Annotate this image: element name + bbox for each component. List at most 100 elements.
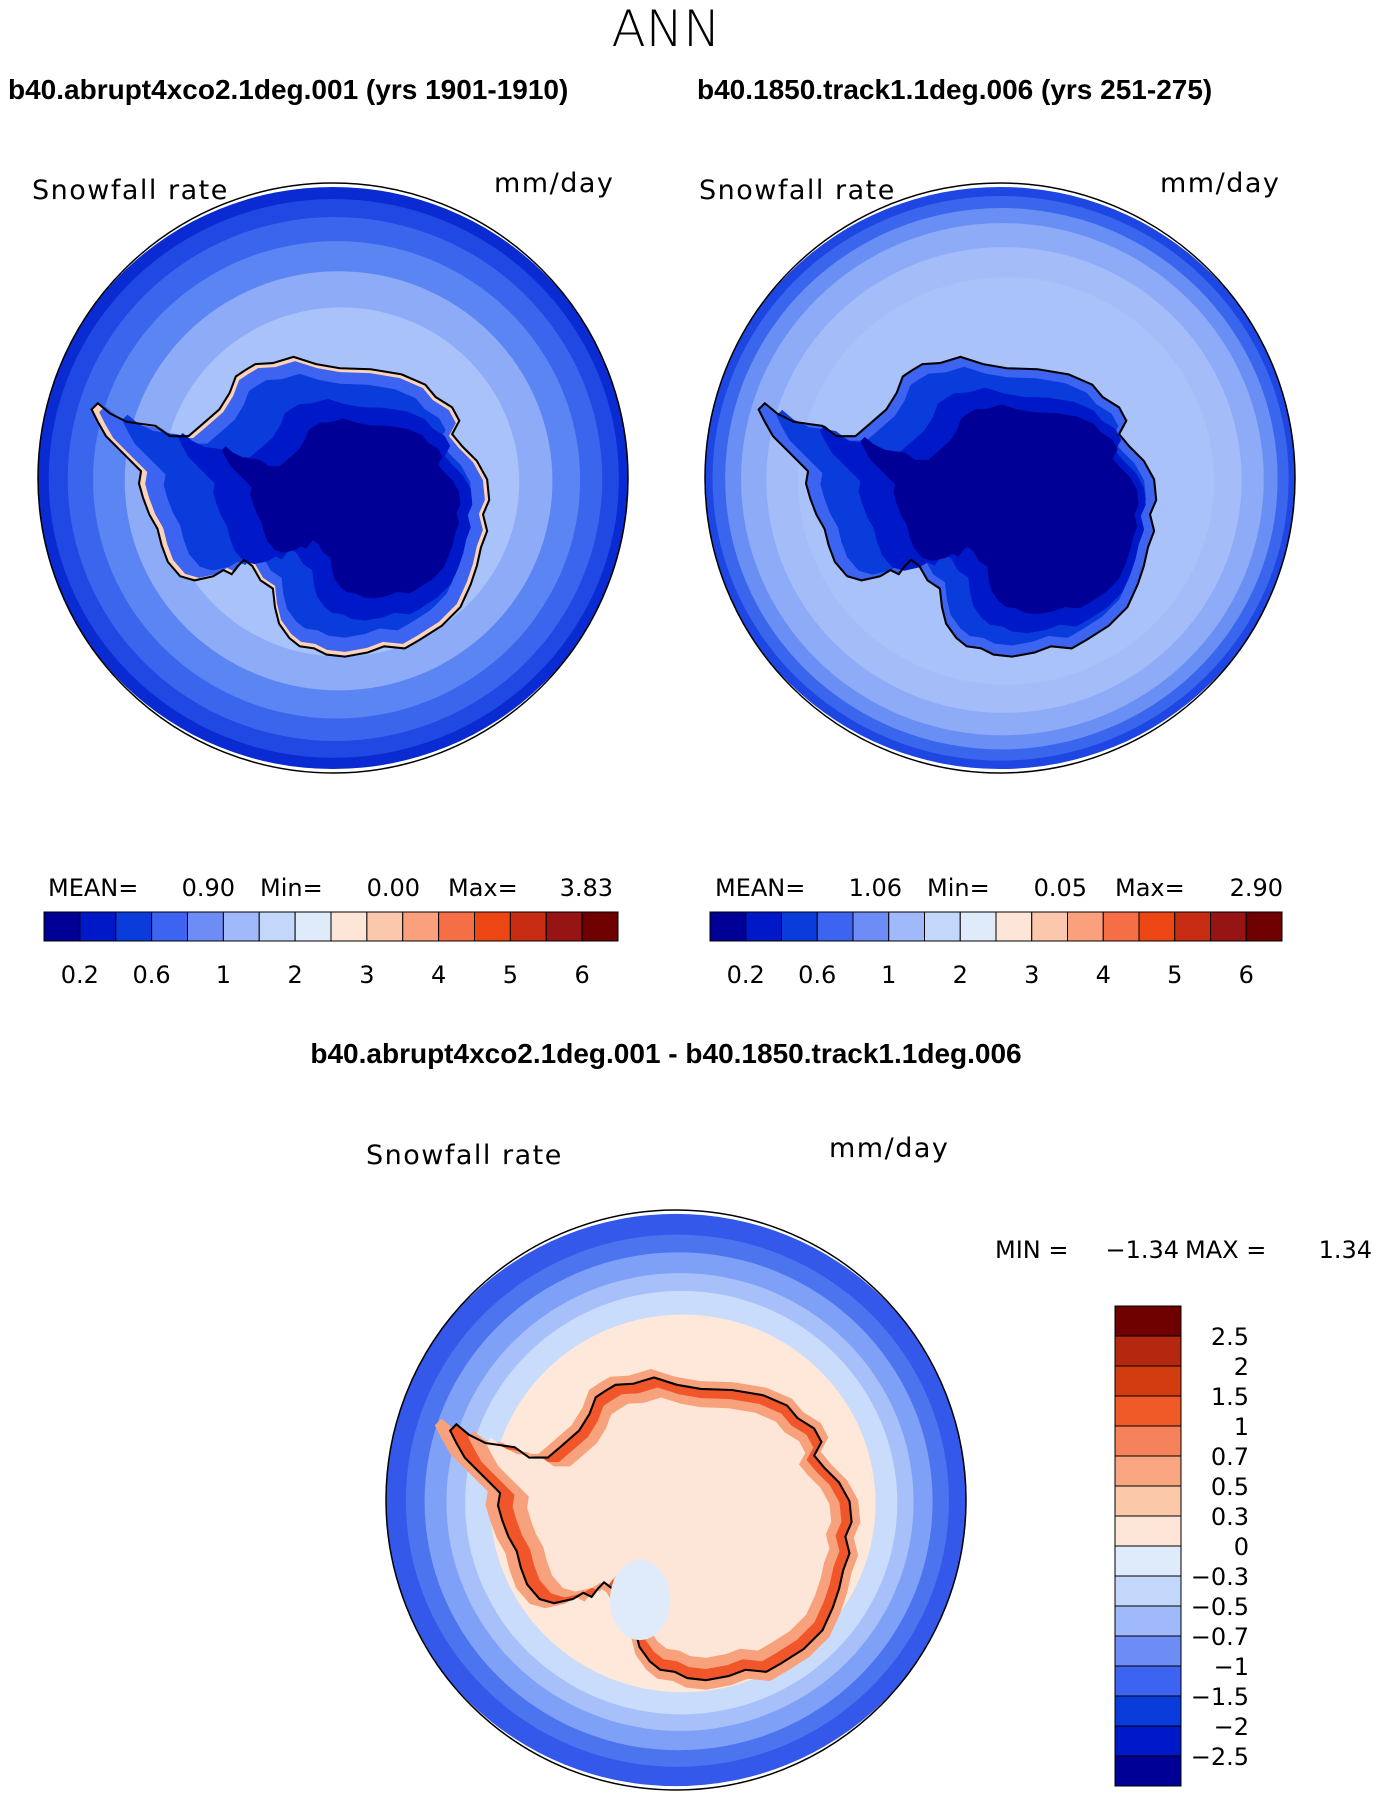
diff-negative-patch [610,1560,670,1640]
panel-ctl-max-value: 2.90 [1230,874,1283,902]
exp-colorbar-swatch-10 [402,911,440,942]
panel-exp-min-value: 0.00 [367,874,420,902]
exp-colorbar-swatch-4 [187,911,224,942]
exp-colorbar-label-7: 6 [574,961,589,989]
ctl-colorbar-swatch-9 [1031,911,1068,942]
ctl-colorbar-label-0: 0.2 [727,961,765,989]
diff-colorbar-label-14: −2.5 [1191,1743,1249,1771]
diff-colorbar-label-4: 0.7 [1211,1443,1249,1471]
ctl-colorbar-label-4: 3 [1024,961,1039,989]
panel-exp-mean-value: 0.90 [182,874,235,902]
diff-colorbar-swatch-13 [1114,1695,1182,1727]
ctl-colorbar-label-3: 2 [953,961,968,989]
diff-colorbar-label-12: −1.5 [1191,1683,1249,1711]
diff-colorbar-swatch-15 [1114,1755,1182,1787]
ctl-colorbar-swatch-1 [745,911,782,942]
panel-ctl-mean-label: MEAN= [715,874,805,902]
ctl-colorbar-swatch-6 [924,911,961,942]
page-title: ANN [611,0,720,58]
ctl-colorbar-swatch-15 [1245,911,1283,942]
exp-colorbar-label-2: 1 [216,961,231,989]
diff-colorbar-label-7: 0 [1234,1533,1249,1561]
exp-colorbar-label-0: 0.2 [61,961,99,989]
panel-ctl-map-border [704,182,1296,774]
panel-exp-colorbar-labels: 0.2 0.6 1 2 3 4 5 6 [61,961,590,989]
exp-colorbar-swatch-6 [258,911,296,942]
panel-exp-min-label: Min= [260,874,323,902]
diff-colorbar-swatch-2 [1114,1365,1182,1397]
exp-colorbar-swatch-15 [581,911,619,942]
ctl-colorbar-label-6: 5 [1167,961,1182,989]
diff-map-border [385,1209,967,1791]
diff-colorbar-swatch-3 [1114,1395,1182,1427]
diff-colorbar-swatch-12 [1114,1665,1182,1697]
panel-ctl-min-label: Min= [927,874,990,902]
ctl-colorbar-swatch-0 [709,911,747,942]
diff-colorbar-label-2: 1.5 [1211,1383,1249,1411]
exp-colorbar-label-4: 3 [359,961,374,989]
panel-ctl-colorbar-labels: 0.2 0.6 1 2 3 4 5 6 [727,961,1254,989]
ctl-colorbar-swatch-7 [959,911,997,942]
exp-colorbar-swatch-5 [222,911,260,942]
diff-colorbar-swatch-10 [1114,1605,1182,1637]
diff-colorbar-label-9: −0.5 [1191,1593,1249,1621]
diff-colorbar-swatch-6 [1114,1485,1182,1517]
ctl-colorbar-swatch-3 [816,911,854,942]
panel-exp-max-value: 3.83 [560,874,613,902]
diff-colorbar-swatch-9 [1114,1575,1182,1607]
ctl-colorbar-swatch-5 [888,911,925,942]
panel-diff: b40.abrupt4xco2.1deg.001 - b40.1850.trac… [310,1038,1372,1791]
exp-colorbar-swatch-3 [151,911,188,942]
diff-variable: Snowfall rate [366,1140,563,1171]
diff-title: b40.abrupt4xco2.1deg.001 - b40.1850.trac… [310,1038,1021,1069]
diff-min-label: MIN = [995,1236,1068,1264]
diff-map [386,1213,966,1787]
panel-exp-mean-label: MEAN= [48,874,138,902]
panel-exp-colorbar [43,911,619,942]
diff-colorbar-swatch-11 [1114,1635,1182,1667]
diff-max-label: MAX = [1185,1236,1266,1264]
diff-colorbar-swatch-5 [1114,1455,1182,1487]
exp-colorbar-swatch-0 [43,911,81,942]
exp-colorbar-swatch-2 [115,911,153,942]
exp-colorbar-swatch-14 [545,911,583,942]
exp-colorbar-label-1: 0.6 [133,961,171,989]
panel-ctl-variable: Snowfall rate [699,175,896,206]
exp-colorbar-label-6: 5 [503,961,518,989]
panel-ctl-mean-value: 1.06 [849,874,902,902]
ctl-colorbar-label-1: 0.6 [798,961,836,989]
panel-ctl-min-value: 0.05 [1034,874,1087,902]
diff-colorbar-label-5: 0.5 [1211,1473,1249,1501]
diff-colorbar-swatch-1 [1114,1335,1182,1367]
ctl-colorbar-label-2: 1 [881,961,896,989]
diff-colorbar [1114,1305,1182,1787]
diff-colorbar-label-6: 0.3 [1211,1503,1249,1531]
exp-colorbar-swatch-7 [294,911,332,942]
panel-exp-map-border [37,182,629,774]
ctl-colorbar-swatch-4 [852,911,890,942]
ctl-colorbar-swatch-11 [1102,911,1140,942]
panel-exp: Snowfall rate mm/day MEAN= 0.90 Min= 0.0… [32,168,629,989]
diff-colorbar-swatch-4 [1114,1425,1182,1457]
diff-colorbar-label-10: −0.7 [1191,1623,1249,1651]
ctl-colorbar-label-5: 4 [1096,961,1111,989]
ctl-colorbar-swatch-8 [995,911,1033,942]
diff-colorbar-label-13: −2 [1214,1713,1249,1741]
panel-ctl-map [705,186,1295,770]
diff-units: mm/day [829,1133,949,1164]
diff-colorbar-label-11: −1 [1214,1653,1249,1681]
panel-exp-variable: Snowfall rate [32,175,229,206]
ctl-colorbar-label-7: 6 [1239,961,1254,989]
exp-colorbar-label-3: 2 [287,961,302,989]
diff-colorbar-swatch-0 [1114,1305,1182,1337]
diff-min-value: −1.34 [1105,1236,1179,1264]
exp-colorbar-swatch-11 [438,911,475,942]
panel-exp-max-label: Max= [448,874,518,902]
ctl-colorbar-swatch-12 [1138,911,1176,942]
diff-colorbar-swatch-7 [1114,1515,1182,1547]
diff-colorbar-swatch-14 [1114,1725,1182,1757]
panel-exp-case-title: b40.abrupt4xco2.1deg.001 (yrs 1901-1910) [8,74,568,105]
exp-colorbar-label-5: 4 [431,961,446,989]
panel-exp-map [38,186,628,770]
